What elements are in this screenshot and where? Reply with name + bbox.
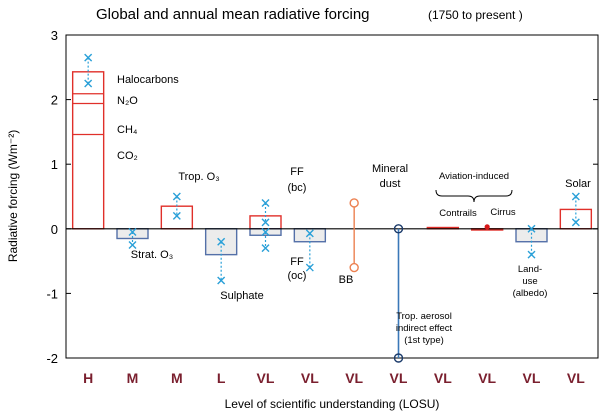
y-axis-title: Radiative forcing (Wm⁻²) [6, 130, 20, 262]
aviation-brace [435, 189, 513, 203]
error-marker [261, 218, 270, 227]
losu-label: VL [478, 370, 496, 386]
error-marker [84, 53, 93, 62]
error-marker [84, 79, 93, 88]
indirect-label-2: indirect effect [396, 323, 453, 334]
y-tick-label: 3 [51, 28, 58, 43]
solar-label: Solar [565, 178, 591, 190]
error-marker [261, 198, 270, 207]
error-marker [217, 237, 226, 246]
losu-label: H [83, 370, 93, 386]
error-marker [571, 192, 580, 201]
chart-title: Global and annual mean radiative forcing [96, 6, 370, 23]
losu-label: M [171, 370, 183, 386]
y-tick-label: 0 [51, 222, 58, 237]
error-endpoint [349, 198, 359, 208]
cirrus-label: Cirrus [490, 207, 516, 218]
losu-label: VL [390, 370, 408, 386]
chart-subtitle: (1750 to present ) [428, 8, 523, 22]
y-axis: 3 2 1 0 -1 -2 [46, 28, 598, 366]
losu-label: VL [523, 370, 541, 386]
error-marker [527, 250, 536, 259]
losu-labels: H M M L VL VL VL VL VL VL VL VL [83, 370, 585, 386]
trop-o3-label: Trop. O₃ [178, 171, 219, 183]
error-marker [261, 244, 270, 253]
ff-bc-label-1: FF [290, 166, 304, 178]
ff-bc-label-2: (bc) [288, 182, 307, 194]
dust-label-2: dust [380, 178, 401, 190]
landuse-label-1: Land- [518, 264, 542, 275]
landuse-label-2: use [522, 276, 537, 287]
uncertainty-ranges [84, 53, 580, 363]
indirect-label-3: (1st type) [404, 335, 444, 346]
y-tick-label: -2 [46, 351, 58, 366]
n2o-label: N₂O [117, 95, 138, 107]
co2-label: CO₂ [117, 150, 138, 162]
error-marker [217, 276, 226, 285]
halocarbons-label: Halocarbons [117, 74, 179, 86]
sulphate-label: Sulphate [220, 290, 263, 302]
bars [71, 71, 593, 256]
dust-label-1: Mineral [372, 163, 408, 175]
strat-o3-label: Strat. O₃ [131, 249, 173, 261]
ff-oc-label-2: (oc) [288, 270, 307, 282]
landuse-label-3: (albedo) [513, 288, 548, 299]
bar [71, 71, 105, 230]
aviation-label: Aviation-induced [439, 171, 509, 182]
error-marker [261, 228, 270, 237]
annotations: Halocarbons N₂O CH₄ CO₂ Strat. O₃ Trop. … [117, 74, 591, 346]
cirrus-dot [484, 224, 490, 230]
indirect-label-1: Trop. aerosol [396, 311, 452, 322]
losu-label: VL [567, 370, 585, 386]
bar [559, 208, 593, 230]
losu-label: L [217, 370, 226, 386]
error-marker [571, 218, 580, 227]
error-endpoint [393, 353, 404, 363]
losu-label: M [127, 370, 139, 386]
losu-label: VL [345, 370, 363, 386]
error-marker [128, 228, 137, 237]
error-endpoint [393, 224, 404, 234]
losu-label: VL [257, 370, 275, 386]
x-axis-title: Level of scientific understanding (LOSU) [225, 397, 440, 411]
losu-label: VL [434, 370, 452, 386]
ff-oc-label-1: FF [290, 256, 304, 268]
error-marker [172, 211, 181, 220]
plot-frame [65, 34, 599, 359]
losu-label: VL [301, 370, 319, 386]
error-marker [128, 240, 137, 249]
ch4-label: CH₄ [117, 124, 138, 136]
error-marker [305, 229, 314, 238]
error-marker [172, 192, 181, 201]
error-marker [305, 263, 314, 272]
y-tick-label: 1 [51, 157, 58, 172]
error-endpoint [349, 262, 359, 273]
y-tick-label: -1 [46, 286, 58, 301]
bb-label: BB [339, 274, 354, 286]
y-tick-label: 2 [51, 93, 58, 108]
contrails-label: Contrails [439, 208, 477, 219]
error-marker [527, 224, 536, 233]
